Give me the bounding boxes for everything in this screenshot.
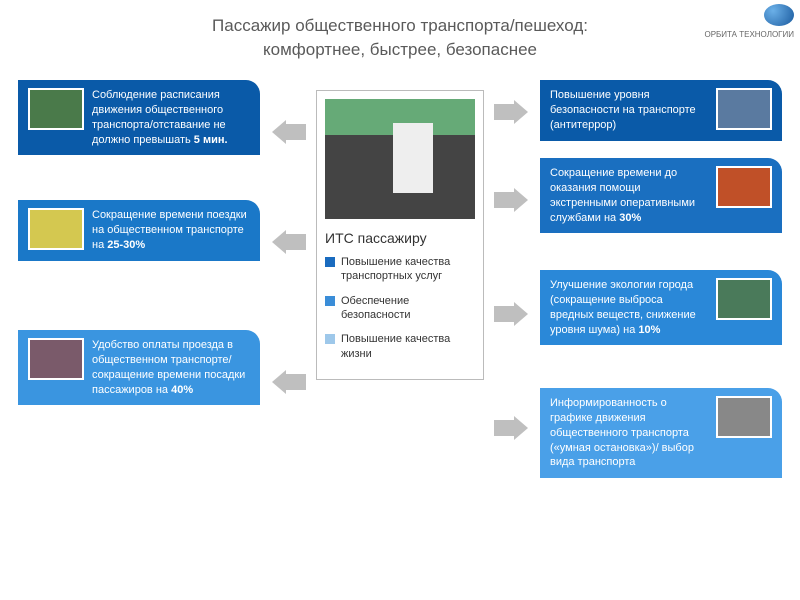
title-line-2: комфортнее, быстрее, безопаснее bbox=[40, 38, 760, 62]
card-text: Сокращение времени поездки на общественн… bbox=[92, 208, 250, 253]
card-thumbnail bbox=[28, 338, 84, 380]
center-item-text: Повышение качества жизни bbox=[341, 332, 475, 361]
center-item: Повышение качества транспортных услуг bbox=[325, 255, 475, 284]
card-thumbnail bbox=[716, 278, 772, 320]
card-text: Удобство оплаты проезда в общественном т… bbox=[92, 338, 250, 397]
arrow-right-icon bbox=[494, 302, 528, 326]
content-area: ИТС пассажиру Повышение качества транспо… bbox=[0, 80, 800, 600]
center-item-text: Повышение качества транспортных услуг bbox=[341, 255, 475, 284]
card-thumbnail bbox=[716, 396, 772, 438]
card-thumbnail bbox=[716, 166, 772, 208]
arrow-right-icon bbox=[494, 188, 528, 212]
right-benefit-card: Сокращение времени до оказания помощи эк… bbox=[540, 158, 782, 233]
arrow-right-icon bbox=[494, 416, 528, 440]
center-image bbox=[325, 99, 475, 219]
center-item-text: Обеспечение безопасности bbox=[341, 294, 475, 323]
center-column: ИТС пассажиру Повышение качества транспо… bbox=[316, 90, 484, 380]
card-text: Улучшение экологии города (сокращение вы… bbox=[550, 278, 708, 337]
card-thumbnail bbox=[716, 88, 772, 130]
bullet-square-icon bbox=[325, 257, 335, 267]
card-thumbnail bbox=[28, 208, 84, 250]
page-title: Пассажир общественного транспорта/пешехо… bbox=[0, 0, 800, 68]
card-text: Сокращение времени до оказания помощи эк… bbox=[550, 166, 708, 225]
right-benefit-card: Информированность о графике движения общ… bbox=[540, 388, 782, 478]
card-text: Информированность о графике движения общ… bbox=[550, 396, 708, 470]
bullet-square-icon bbox=[325, 334, 335, 344]
arrow-left-icon bbox=[272, 370, 306, 394]
card-thumbnail bbox=[28, 88, 84, 130]
right-benefit-card: Улучшение экологии города (сокращение вы… bbox=[540, 270, 782, 345]
bullet-square-icon bbox=[325, 296, 335, 306]
arrow-left-icon bbox=[272, 120, 306, 144]
globe-icon bbox=[764, 4, 794, 26]
center-title: ИТС пассажиру bbox=[325, 229, 475, 247]
center-item: Повышение качества жизни bbox=[325, 332, 475, 361]
card-text: Соблюдение расписания движения обществен… bbox=[92, 88, 250, 147]
left-benefit-card: Сокращение времени поездки на общественн… bbox=[18, 200, 260, 261]
company-logo: ОРБИТА ТЕХНОЛОГИИ bbox=[704, 4, 794, 39]
right-benefit-card: Повышение уровня безопасности на транспо… bbox=[540, 80, 782, 141]
left-benefit-card: Соблюдение расписания движения обществен… bbox=[18, 80, 260, 155]
left-benefit-card: Удобство оплаты проезда в общественном т… bbox=[18, 330, 260, 405]
title-line-1: Пассажир общественного транспорта/пешехо… bbox=[40, 14, 760, 38]
card-text: Повышение уровня безопасности на транспо… bbox=[550, 88, 708, 133]
arrow-right-icon bbox=[494, 100, 528, 124]
center-item: Обеспечение безопасности bbox=[325, 294, 475, 323]
arrow-left-icon bbox=[272, 230, 306, 254]
logo-text: ОРБИТА ТЕХНОЛОГИИ bbox=[704, 30, 794, 39]
